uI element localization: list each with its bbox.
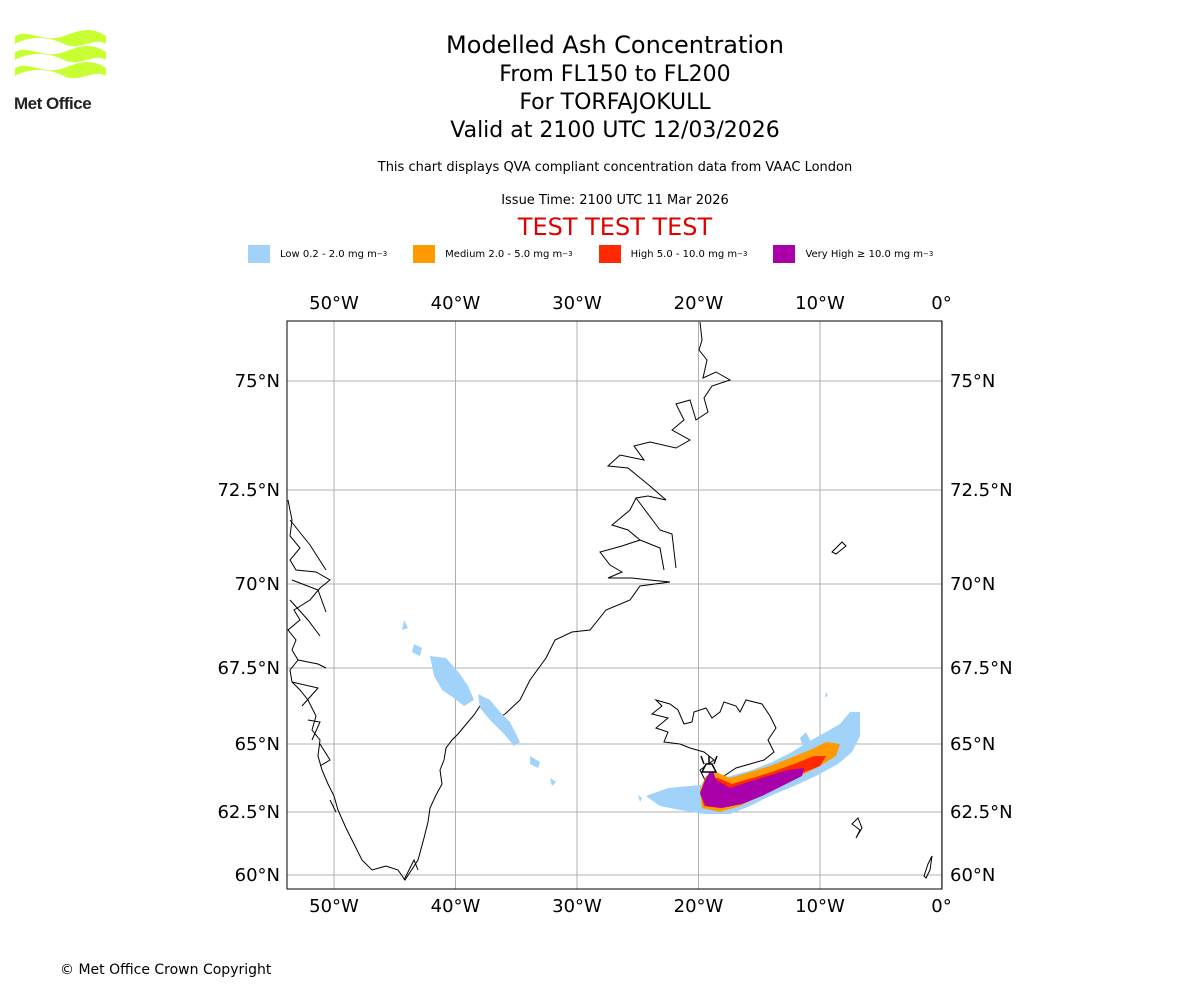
faroe-islands [851, 817, 863, 839]
iceland-coast [650, 698, 777, 792]
legend: Low 0.2 - 2.0 mg m −3 Medium 2.0 - 5.0 mg… [248, 244, 959, 264]
lon-label-bottom: 10°W [795, 896, 845, 917]
legend-item-low: Low 0.2 - 2.0 mg m −3 [248, 245, 387, 263]
lat-label-left: 62.5°N [217, 802, 280, 823]
legend-label-high: High 5.0 - 10.0 mg m [630, 248, 738, 260]
issue-time: Issue Time: 2100 UTC 11 Mar 2026 [501, 193, 729, 208]
lat-label-right: 75°N [950, 371, 995, 392]
lon-label-top: 50°W [309, 293, 359, 314]
valid-time: Valid at 2100 UTC 12/03/2026 [450, 118, 780, 143]
lon-label-bottom: 50°W [309, 896, 359, 917]
lat-label-right: 65°N [950, 734, 995, 755]
lat-label-left: 75°N [235, 371, 280, 392]
lon-label-top: 10°W [795, 293, 845, 314]
title-block: Modelled Ash Concentration From FL150 to… [0, 30, 1200, 241]
lon-label-top: 20°W [674, 293, 724, 314]
met-office-logo-text: Met Office [14, 94, 92, 113]
qva-note: This chart displays QVA compliant concen… [377, 160, 853, 175]
lon-label-bottom: 40°W [431, 896, 481, 917]
legend-label-medium: Medium 2.0 - 5.0 mg m [445, 248, 563, 260]
lon-label-top: 0° [931, 293, 951, 314]
axis-labels: 50°W 50°W 40°W 40°W 30°W 30°W 20°W 20°W 10°W 10°W… [217, 293, 1012, 917]
legend-item-high: High 5.0 - 10.0 mg m −3 [598, 245, 747, 263]
lon-label-top: 40°W [431, 293, 481, 314]
legend-swatch-high [598, 245, 621, 263]
lat-label-left: 60°N [235, 865, 280, 886]
map-frame [286, 320, 943, 890]
lat-label-right: 67.5°N [950, 658, 1013, 679]
met-office-waves-icon [15, 30, 106, 79]
shetland-islands [923, 855, 933, 879]
copyright: © Met Office Crown Copyright [60, 962, 272, 978]
lat-label-right: 72.5°N [950, 480, 1013, 501]
legend-item-very-high: Very High ≥ 10.0 mg m −3 [773, 245, 933, 263]
lon-label-bottom: 30°W [552, 896, 602, 917]
greenland-fjords [289, 497, 677, 881]
volcano-symbol-icon [700, 755, 718, 773]
flight-levels: From FL150 to FL200 [499, 62, 731, 87]
volcano-name: For TORFAJOKULL [519, 90, 711, 115]
lat-label-left: 72.5°N [217, 480, 280, 501]
lat-label-left: 70°N [235, 574, 280, 595]
ash-low-areas [402, 620, 860, 814]
lat-label-left: 65°N [235, 734, 280, 755]
lat-label-right: 62.5°N [950, 802, 1013, 823]
chart-title: Modelled Ash Concentration [446, 31, 784, 59]
lon-label-bottom: 20°W [674, 896, 724, 917]
legend-swatch-low [248, 245, 270, 263]
legend-label-low: Low 0.2 - 2.0 mg m [280, 248, 377, 260]
lat-label-right: 70°N [950, 574, 995, 595]
graticule [287, 321, 942, 889]
ash-very-high-area [700, 768, 804, 808]
jan-mayen-island [831, 541, 847, 555]
legend-swatch-medium [413, 245, 436, 263]
met-office-logo: Met Office [14, 30, 109, 113]
lat-label-right: 60°N [950, 865, 995, 886]
lat-label-left: 67.5°N [217, 658, 280, 679]
legend-swatch-very-high [773, 245, 796, 263]
lon-label-top: 30°W [552, 293, 602, 314]
legend-label-very-high: Very High ≥ 10.0 mg m [805, 248, 924, 260]
lon-label-bottom: 0° [931, 896, 951, 917]
test-banner: TEST TEST TEST [517, 213, 713, 241]
legend-item-medium: Medium 2.0 - 5.0 mg m −3 [413, 245, 573, 263]
